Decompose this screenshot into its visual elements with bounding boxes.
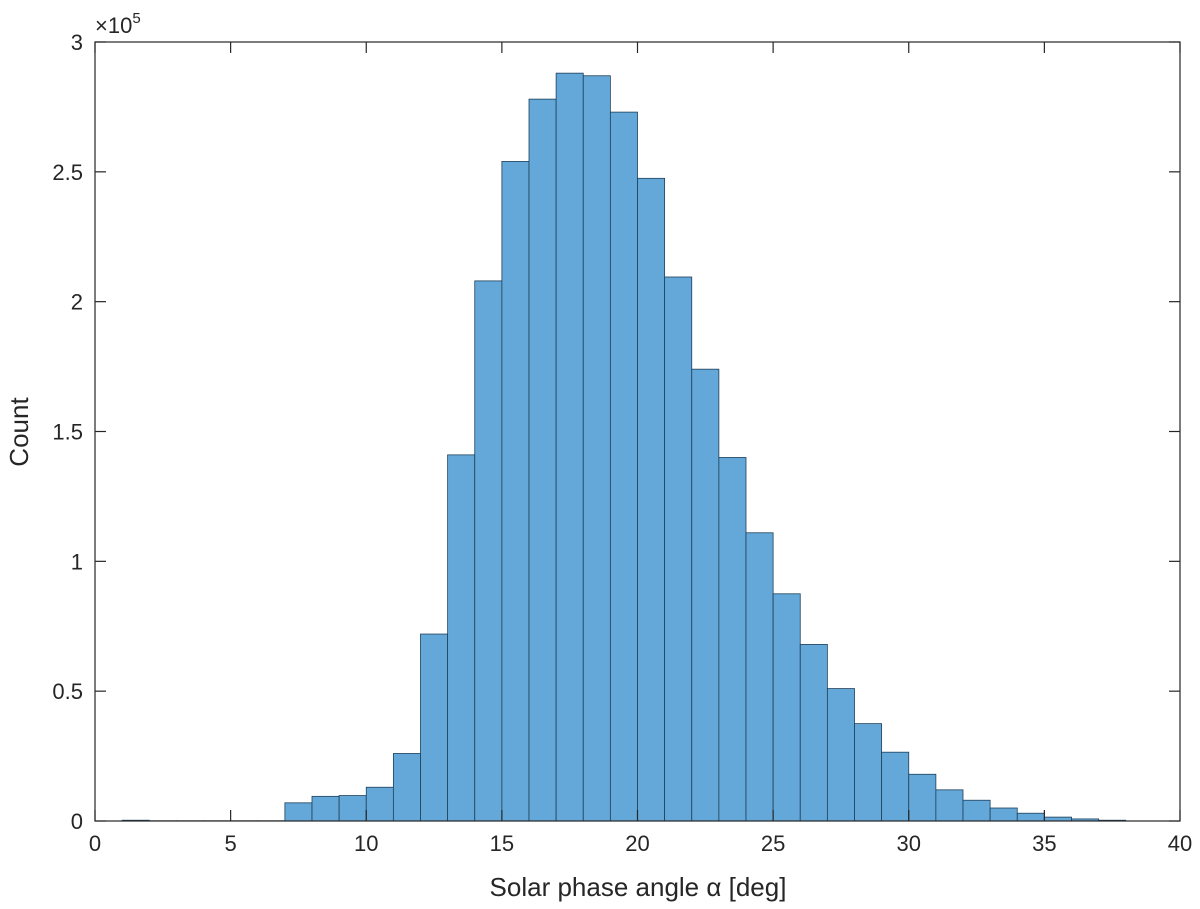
histogram-bar — [392, 753, 421, 822]
x-tick-labels: 0 5 10 15 20 25 30 35 40 — [89, 831, 1192, 856]
histogram-bar — [989, 807, 1018, 822]
histogram-bar — [365, 786, 394, 822]
x-tick-label: 0 — [89, 831, 101, 856]
histogram-bar — [935, 789, 964, 822]
histogram-bar — [854, 723, 883, 822]
bars-group — [121, 72, 1127, 822]
histogram-bar — [772, 593, 801, 822]
histogram-bar — [528, 98, 557, 822]
axis-ticks — [94, 41, 1181, 822]
histogram-bar — [338, 795, 367, 822]
histogram-bar — [284, 802, 313, 822]
histogram-bar — [474, 280, 503, 822]
histogram-bar — [745, 532, 774, 822]
histogram-bar — [447, 454, 476, 822]
y-tick-label: 3 — [71, 30, 83, 55]
y-tick-label: 1 — [71, 549, 83, 574]
y-tick-label: 2.5 — [52, 160, 83, 185]
histogram-bar — [664, 276, 693, 822]
y-tick-label: 0.5 — [52, 679, 83, 704]
x-axis-title: Solar phase angle α [deg] — [490, 872, 787, 902]
histogram-bar — [799, 644, 828, 822]
histogram-bar — [908, 773, 937, 822]
x-tick-label: 35 — [1032, 831, 1056, 856]
histogram-bar — [1016, 812, 1045, 822]
histogram-bar — [637, 177, 666, 822]
y-tick-labels: 0 0.5 1 1.5 2 2.5 3 — [52, 30, 83, 834]
histogram-bar — [881, 751, 910, 822]
x-tick-label: 40 — [1168, 831, 1192, 856]
x-tick-label: 30 — [897, 831, 921, 856]
x-tick-label: 20 — [625, 831, 649, 856]
histogram-bar — [691, 368, 720, 822]
histogram-bar — [555, 72, 584, 822]
x-tick-label: 10 — [354, 831, 378, 856]
histogram-bar — [311, 795, 340, 822]
y-axis-exponent-label: ×105 — [95, 10, 141, 38]
histogram-bar — [501, 161, 530, 822]
histogram-bar — [582, 75, 611, 822]
x-tick-label: 5 — [225, 831, 237, 856]
histogram-bar — [962, 799, 991, 822]
histogram-bar — [718, 457, 747, 822]
x-tick-label: 15 — [490, 831, 514, 856]
y-tick-label: 0 — [71, 809, 83, 834]
y-tick-label: 2 — [71, 290, 83, 315]
y-axis-title: Count — [4, 397, 34, 467]
histogram-bar — [420, 633, 449, 822]
x-tick-label: 25 — [761, 831, 785, 856]
y-tick-label: 1.5 — [52, 420, 83, 445]
histogram-bar — [826, 688, 855, 822]
histogram-bar — [609, 111, 638, 822]
